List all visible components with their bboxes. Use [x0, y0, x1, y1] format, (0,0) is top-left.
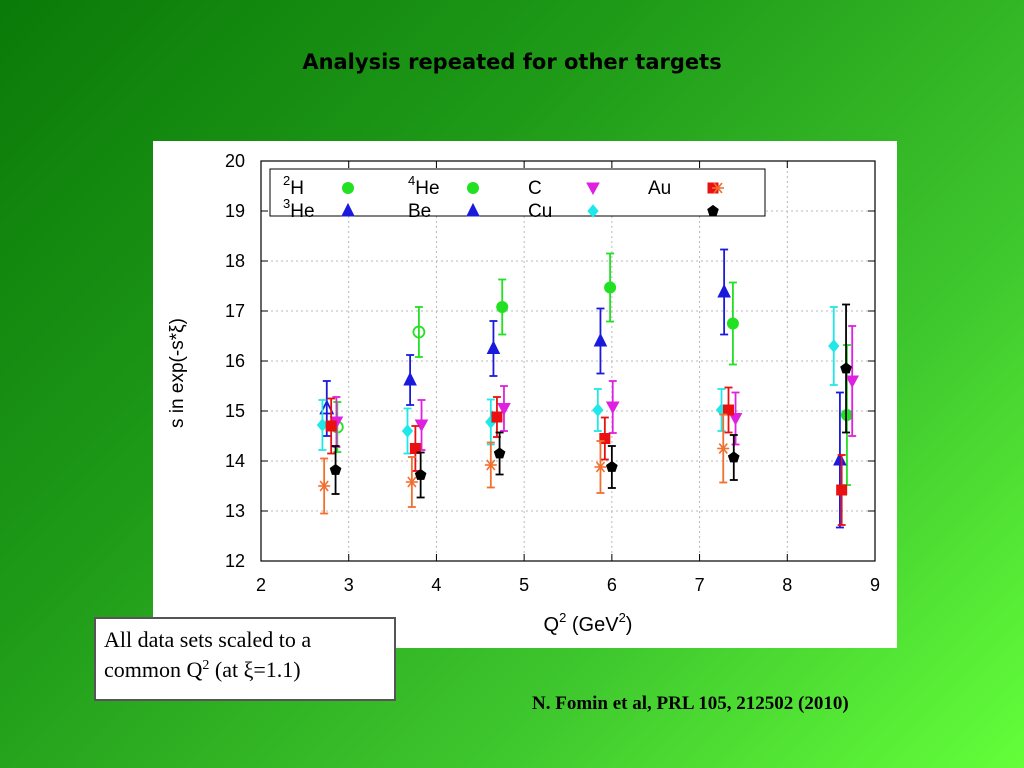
y-tick-label: 12	[225, 551, 245, 571]
data-point-au	[325, 420, 337, 432]
legend-box	[269, 168, 766, 217]
legend-marker-be	[466, 202, 480, 217]
legend-marker-c	[586, 182, 600, 196]
y-tick-label: 20	[225, 151, 245, 171]
data-point-pb	[717, 443, 730, 454]
y-tick-label: 17	[225, 301, 245, 321]
legend-marker-cu	[587, 204, 599, 218]
data-point-cu	[401, 424, 414, 438]
chart-panel: 2 3 4 5 6 7 8 9 12 13 14 15 16 17 18 19 20 Q2 (GeV2) s in …	[153, 141, 897, 648]
data-point-pt	[840, 362, 852, 374]
x-tick-label: 4	[431, 575, 441, 595]
data-point-pt	[329, 463, 342, 475]
note-sup: 2	[202, 658, 210, 673]
data-point-pt	[606, 460, 618, 472]
data-point-au	[491, 411, 503, 423]
data-point-4he	[496, 301, 509, 313]
legend-label-be: Be	[408, 201, 431, 222]
data-point-be	[717, 283, 731, 298]
data-point-be	[833, 451, 847, 466]
legend-marker-pt	[707, 204, 719, 216]
data-point-cu	[592, 403, 604, 417]
x-tick-label: 5	[519, 575, 529, 595]
data-point-au	[599, 433, 611, 444]
x-tick-label: 7	[695, 575, 705, 595]
data-point-pb	[318, 480, 331, 492]
data-point-4he	[604, 281, 617, 294]
data-point-pt	[493, 447, 506, 459]
y-tick-label: 19	[225, 201, 245, 221]
legend-marker-3he	[341, 202, 355, 217]
legend-label-c: C	[528, 178, 542, 199]
data-point-2h	[412, 325, 426, 339]
legend-label-2h: 2H	[283, 173, 304, 199]
y-tick-label: 13	[225, 501, 245, 521]
legend-label-au: Au	[648, 178, 671, 199]
y-axis-label: s in exp(-s*ξ)	[167, 318, 188, 428]
legend-label-4he: 4He	[408, 173, 440, 199]
note-box: All data sets scaled to a common Q2 (at …	[94, 617, 396, 701]
data-point-c	[497, 403, 511, 416]
y-tick-label: 15	[225, 401, 245, 421]
legend-marker-2h	[342, 182, 354, 194]
note-prefix: common Q	[104, 657, 203, 682]
data-point-be	[403, 371, 417, 386]
y-tick-label: 16	[225, 351, 245, 371]
data-point-c	[845, 375, 860, 389]
note-line-2: common Q2 (at ξ=1.1)	[104, 655, 394, 685]
x-axis-label: Q2 (GeV2)	[544, 610, 633, 636]
slide-title: Analysis repeated for other targets	[302, 50, 722, 74]
data-point-pt	[414, 468, 427, 480]
x-tick-label: 6	[607, 575, 617, 595]
x-tick-label: 9	[870, 575, 880, 595]
data-point-3he	[319, 399, 335, 415]
data-point-au	[723, 404, 735, 416]
x-tick-label: 3	[344, 575, 354, 595]
data-point-c	[728, 413, 743, 426]
data-point-pb	[594, 461, 607, 473]
data-point-be	[593, 332, 608, 347]
legend-label-cu: Cu	[528, 201, 552, 222]
y-tick-label: 18	[225, 251, 245, 271]
scatter-chart: 2 3 4 5 6 7 8 9 12 13 14 15 16 17 18 19 20 Q2 (GeV2) s in …	[167, 151, 880, 636]
data-point-au	[409, 443, 421, 454]
citation: N. Fomin et al, PRL 105, 212502 (2010)	[532, 693, 849, 714]
data-point-pb	[484, 459, 497, 471]
legend-label-3he: 3He	[283, 196, 315, 222]
data-point-au	[836, 484, 848, 496]
data-point-pt	[727, 451, 740, 463]
legend-marker-4he	[467, 182, 479, 194]
legend-marker-pb	[712, 182, 724, 194]
x-tick-label: 8	[782, 575, 792, 595]
note-suffix: (at ξ=1.1)	[209, 657, 301, 682]
data-point-cu	[828, 339, 840, 353]
data-point-c	[605, 401, 620, 415]
data-point-pb	[405, 476, 418, 488]
x-tick-label: 2	[256, 575, 266, 595]
data-point-4he	[726, 317, 739, 330]
data-point-be	[486, 340, 501, 354]
note-line-1: All data sets scaled to a	[104, 627, 312, 652]
y-tick-label: 14	[225, 451, 245, 471]
